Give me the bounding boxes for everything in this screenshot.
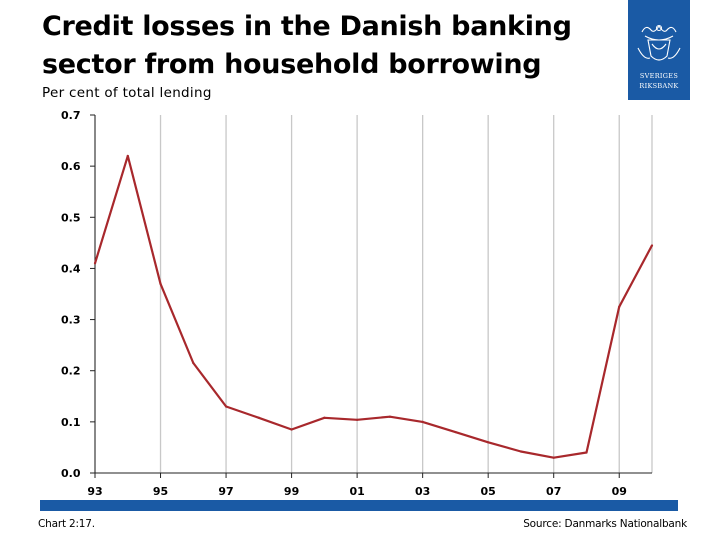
chart-number: Chart 2:17. (38, 518, 95, 530)
x-tick-label: 95 (153, 485, 168, 498)
data-point (192, 361, 195, 365)
data-point (257, 416, 260, 419)
data-point (454, 430, 457, 434)
data-point (224, 405, 228, 408)
y-tick-label: 0.3 (61, 314, 81, 327)
footer-bar (40, 500, 678, 511)
x-tick-label: 05 (481, 485, 496, 498)
data-point (487, 441, 490, 444)
y-tick-label: 0.0 (61, 467, 81, 480)
data-point (126, 154, 129, 158)
x-tick-label: 03 (415, 485, 430, 498)
riksbank-logo: SVERIGES RIKSBANK (628, 0, 690, 100)
y-tick-label: 0.1 (61, 416, 81, 429)
data-point (650, 244, 654, 247)
source-note: Source: Danmarks Nationalbank (523, 518, 687, 530)
data-point (159, 282, 162, 285)
chart-subtitle: Per cent of total lending (42, 85, 212, 101)
data-point (93, 262, 97, 265)
data-point (519, 450, 523, 453)
x-tick-label: 97 (218, 485, 233, 498)
line-chart: 0.0 0.1 0.2 0.3 0.4 0.5 0.6 0.7 93 95 97 99 01 03 05 07… (61, 109, 654, 498)
x-tick-label: 01 (349, 485, 364, 498)
data-point (388, 415, 391, 418)
logo-text-line2: RIKSBANK (639, 82, 679, 90)
data-point (421, 420, 424, 423)
data-point (552, 456, 555, 459)
series-line (93, 154, 653, 459)
x-tick-label: 93 (87, 485, 102, 498)
x-tick-label: 07 (546, 485, 561, 498)
y-tick-label: 0.5 (61, 211, 81, 224)
y-tick-label: 0.6 (61, 160, 81, 173)
chart-title: Credit losses in the Danish banking sect… (42, 11, 572, 80)
y-tick-label: 0.7 (61, 109, 81, 122)
x-tick-label: 99 (284, 485, 299, 498)
data-point (618, 305, 621, 308)
data-point (585, 451, 588, 454)
data-point (323, 416, 326, 419)
x-tick-label: 09 (612, 485, 627, 498)
y-tick-label: 0.2 (61, 365, 81, 378)
y-tick-label: 0.4 (61, 262, 81, 275)
data-point (356, 418, 359, 421)
data-point (290, 428, 293, 431)
logo-text-line1: SVERIGES (639, 72, 679, 80)
crest-icon (637, 24, 681, 61)
